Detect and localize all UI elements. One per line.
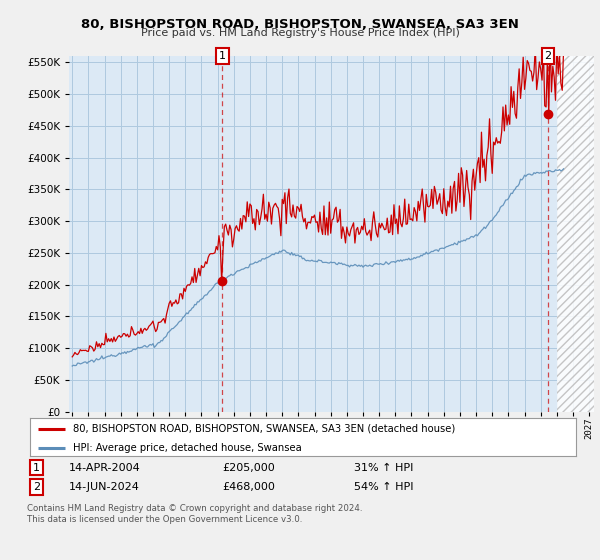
Text: 80, BISHOPSTON ROAD, BISHOPSTON, SWANSEA, SA3 3EN (detached house): 80, BISHOPSTON ROAD, BISHOPSTON, SWANSEA… bbox=[73, 424, 455, 434]
Text: 54% ↑ HPI: 54% ↑ HPI bbox=[354, 482, 413, 492]
Text: 14-APR-2004: 14-APR-2004 bbox=[69, 463, 141, 473]
Text: Contains HM Land Registry data © Crown copyright and database right 2024.: Contains HM Land Registry data © Crown c… bbox=[27, 504, 362, 513]
Text: 14-JUN-2024: 14-JUN-2024 bbox=[69, 482, 140, 492]
Text: Price paid vs. HM Land Registry's House Price Index (HPI): Price paid vs. HM Land Registry's House … bbox=[140, 28, 460, 38]
Text: £468,000: £468,000 bbox=[222, 482, 275, 492]
Text: HPI: Average price, detached house, Swansea: HPI: Average price, detached house, Swan… bbox=[73, 443, 301, 453]
Text: 31% ↑ HPI: 31% ↑ HPI bbox=[354, 463, 413, 473]
Text: 80, BISHOPSTON ROAD, BISHOPSTON, SWANSEA, SA3 3EN: 80, BISHOPSTON ROAD, BISHOPSTON, SWANSEA… bbox=[81, 18, 519, 31]
Text: This data is licensed under the Open Government Licence v3.0.: This data is licensed under the Open Gov… bbox=[27, 515, 302, 524]
Text: 2: 2 bbox=[545, 51, 551, 61]
Text: 2: 2 bbox=[33, 482, 40, 492]
Text: 1: 1 bbox=[33, 463, 40, 473]
Text: 1: 1 bbox=[219, 51, 226, 61]
Text: £205,000: £205,000 bbox=[222, 463, 275, 473]
